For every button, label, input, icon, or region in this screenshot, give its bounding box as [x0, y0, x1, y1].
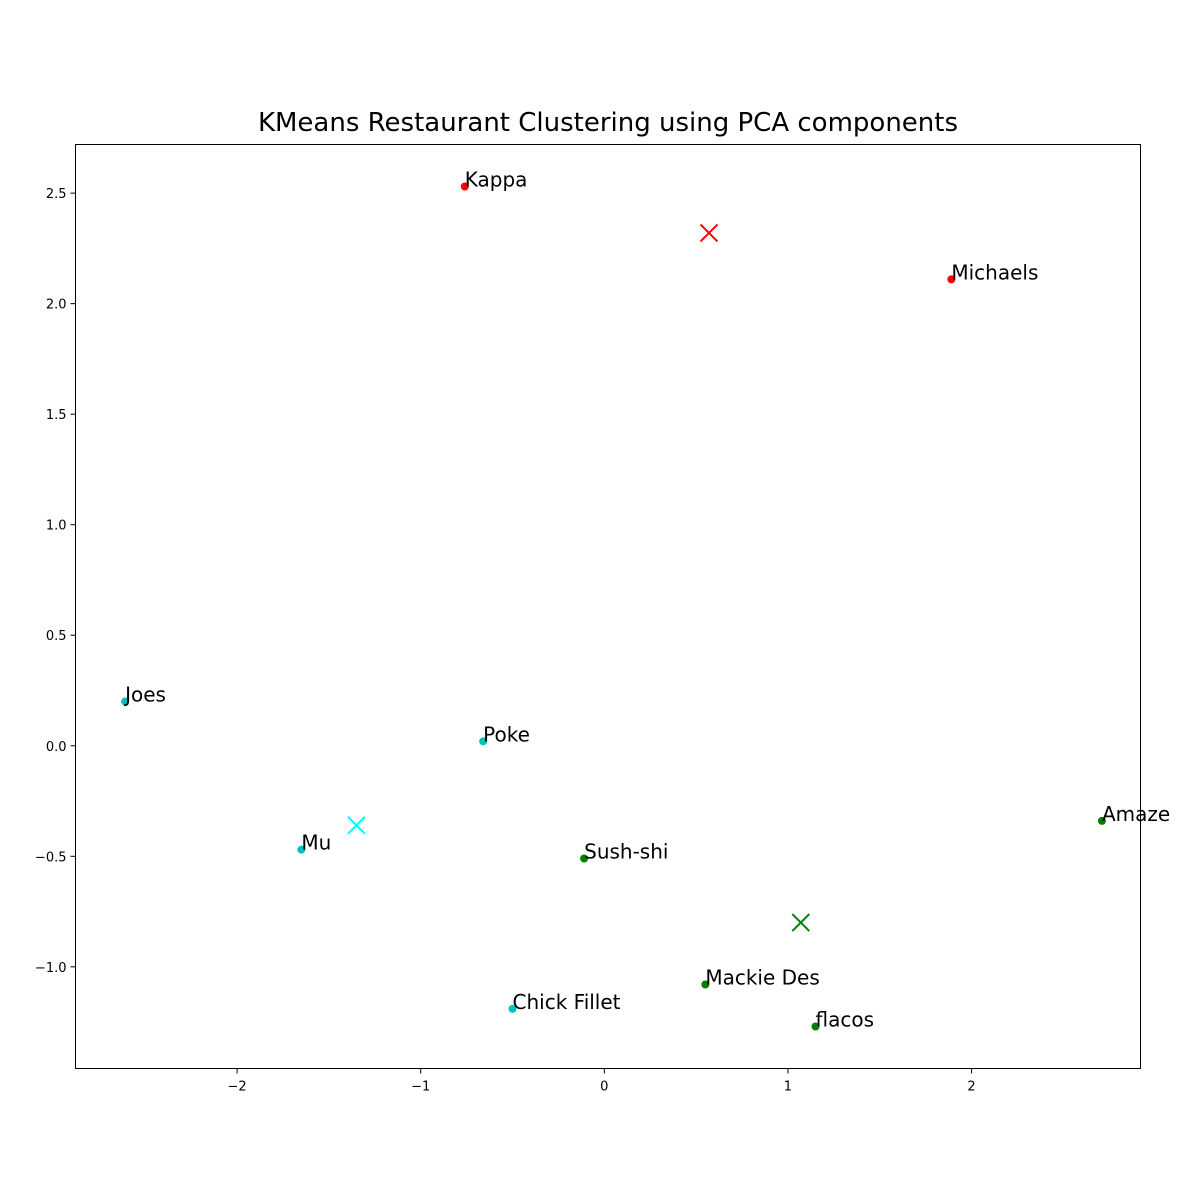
x-tick-label: −2 [228, 1080, 247, 1095]
y-tick-label: 0.5 [46, 629, 67, 644]
point-label: Joes [123, 683, 166, 707]
data-point [1097, 816, 1106, 825]
y-tick-label: 0.0 [46, 740, 67, 755]
y-tick-label: 1.0 [46, 519, 67, 534]
centroid-marker [347, 816, 366, 835]
data-point [460, 182, 469, 191]
x-tick-label: −1 [411, 1080, 430, 1095]
data-point [580, 854, 589, 863]
y-tick-label: 2.5 [46, 187, 67, 202]
centroid-marker [699, 223, 719, 243]
x-tick-label: 1 [784, 1080, 792, 1095]
centroid-stroke [347, 816, 366, 835]
marks-layer: Kappa Michaels Joes Poke Mu Chick Fillet Sush-… [121, 168, 1170, 1032]
point-label: Chick Fillet [513, 990, 621, 1014]
data-point [297, 845, 306, 854]
centroid-stroke [699, 223, 719, 243]
plot-frame [75, 144, 1141, 1069]
point-label: Poke [483, 722, 530, 746]
y-tick-label: 1.5 [46, 408, 67, 423]
point-label: Kappa [465, 168, 528, 192]
data-point [811, 1022, 820, 1031]
chart-title: KMeans Restaurant Clustering using PCA c… [257, 108, 959, 138]
centroid-marker [791, 913, 811, 932]
data-point [121, 697, 130, 706]
point-label: Mu [301, 831, 331, 855]
data-point [701, 980, 710, 989]
point-label: Amaze [1102, 802, 1170, 826]
point-label: Mackie Des [705, 966, 819, 990]
point-label: Sush-shi [584, 840, 668, 864]
x-tick-label: 0 [600, 1080, 608, 1095]
y-tick-label: 2.0 [46, 298, 67, 313]
data-point [508, 1004, 517, 1013]
axes-layer: −2 −1 0 1 2 −1.0 −0.5 0.0 0.5 1.0 1.5 2.0 2.5 [35, 187, 976, 1094]
centroid-stroke [791, 913, 811, 932]
data-point [479, 737, 488, 746]
y-tick-label: −0.5 [35, 850, 67, 865]
point-label: Michaels [951, 260, 1038, 284]
point-label: flacos [815, 1008, 874, 1032]
y-tick-label: −1.0 [35, 961, 67, 976]
x-tick-label: 2 [967, 1080, 975, 1095]
data-point [947, 275, 956, 284]
